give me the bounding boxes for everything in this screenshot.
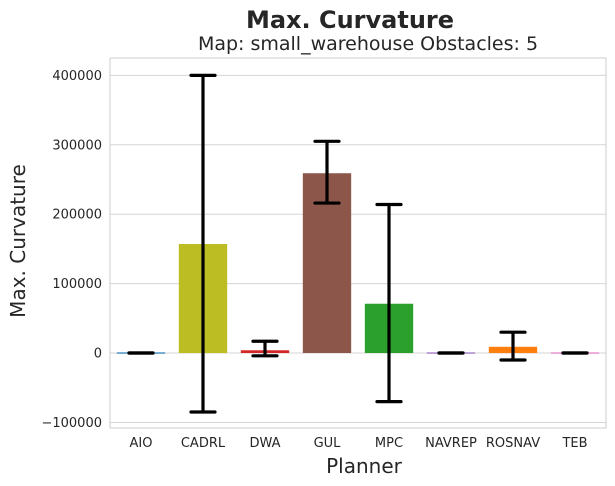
x-tick-label: GUL <box>314 436 342 451</box>
x-tick-label: AIO <box>130 436 153 451</box>
y-tick-label: −100000 <box>41 416 102 431</box>
y-tick-labels: −100000 0 100000 200000 300000 400000 <box>41 69 102 431</box>
y-tick-label: 400000 <box>52 69 102 84</box>
y-tick-label: 100000 <box>52 277 102 292</box>
x-tick-labels: AIO CADRL DWA GUL MPC NAVREP ROSNAV TEB <box>130 436 588 451</box>
error-bars <box>127 73 589 414</box>
y-tick-label: 0 <box>94 347 102 362</box>
x-axis-label: Planner <box>326 454 403 478</box>
x-tick-label: MPC <box>375 436 403 451</box>
x-tick-label: ROSNAV <box>486 436 540 451</box>
chart-subtitle: Map: small_warehouse Obstacles: 5 <box>198 33 538 55</box>
x-tick-label: DWA <box>249 436 280 451</box>
x-tick-label: TEB <box>561 436 587 451</box>
y-axis-label: Max. Curvature <box>6 164 30 318</box>
chart-title: Max. Curvature <box>246 6 454 34</box>
bars <box>116 173 600 354</box>
y-tick-label: 300000 <box>52 138 102 153</box>
x-tick-label: CADRL <box>181 436 226 451</box>
x-tick-label: NAVREP <box>425 436 477 451</box>
y-tick-label: 200000 <box>52 208 102 223</box>
plot-frame <box>109 57 607 429</box>
